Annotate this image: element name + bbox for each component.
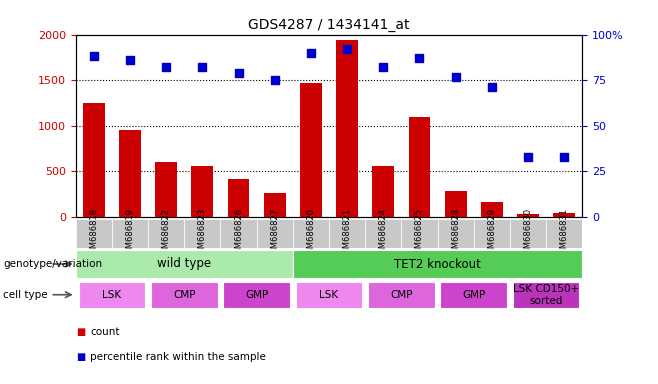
Text: ■: ■ — [76, 327, 85, 337]
Bar — [223, 282, 290, 308]
Bar — [372, 166, 394, 217]
Text: CMP: CMP — [390, 290, 413, 300]
Bar — [76, 219, 112, 248]
Text: GSM686820: GSM686820 — [307, 208, 315, 259]
Point — [161, 65, 171, 71]
Bar — [151, 282, 218, 308]
Point — [342, 46, 353, 52]
Text: GSM686828: GSM686828 — [451, 208, 460, 259]
Point — [233, 70, 243, 76]
Bar — [409, 117, 430, 217]
Text: GSM686818: GSM686818 — [89, 208, 98, 259]
Text: GSM686825: GSM686825 — [415, 208, 424, 259]
Text: GMP: GMP — [462, 290, 486, 300]
Bar — [445, 192, 467, 217]
Bar — [191, 166, 213, 217]
Point — [486, 84, 497, 91]
Bar — [119, 130, 141, 217]
Text: GSM686823: GSM686823 — [198, 208, 207, 259]
Bar — [228, 179, 249, 217]
Bar — [368, 282, 435, 308]
Bar — [83, 103, 105, 217]
Bar — [112, 219, 148, 248]
Bar — [510, 219, 546, 248]
Point — [124, 57, 136, 63]
Bar — [401, 219, 438, 248]
Point — [450, 73, 461, 79]
Bar — [184, 219, 220, 248]
Bar — [257, 219, 293, 248]
Bar — [78, 282, 145, 308]
Point — [270, 77, 280, 83]
Title: GDS4287 / 1434141_at: GDS4287 / 1434141_at — [248, 18, 410, 32]
Text: GSM686822: GSM686822 — [162, 208, 170, 259]
Text: cell type: cell type — [3, 290, 48, 300]
Bar — [148, 219, 184, 248]
Text: GMP: GMP — [245, 290, 268, 300]
Text: GSM686824: GSM686824 — [379, 208, 388, 259]
Bar — [300, 83, 322, 217]
Bar — [365, 219, 401, 248]
Text: LSK CD150+
sorted: LSK CD150+ sorted — [513, 284, 579, 306]
Bar — [438, 219, 474, 248]
Bar — [474, 219, 510, 248]
Text: ■: ■ — [76, 352, 85, 362]
Point — [197, 65, 207, 71]
Bar — [553, 214, 575, 217]
Bar — [481, 202, 503, 217]
Text: LSK: LSK — [319, 290, 339, 300]
Text: GSM686827: GSM686827 — [270, 208, 279, 259]
Bar — [264, 193, 286, 217]
Point — [305, 50, 316, 56]
Point — [88, 53, 99, 60]
Text: GSM686826: GSM686826 — [234, 208, 243, 259]
Bar — [329, 219, 365, 248]
Point — [378, 65, 388, 71]
Text: GSM686830: GSM686830 — [524, 208, 532, 259]
Text: percentile rank within the sample: percentile rank within the sample — [90, 352, 266, 362]
Bar — [220, 219, 257, 248]
Bar — [76, 250, 293, 278]
Bar — [336, 40, 358, 217]
Point — [522, 154, 533, 160]
Point — [559, 154, 570, 160]
Bar — [155, 162, 177, 217]
Bar — [293, 219, 329, 248]
Point — [415, 55, 425, 61]
Bar — [546, 219, 582, 248]
Bar — [293, 250, 582, 278]
Text: GSM686821: GSM686821 — [343, 208, 351, 259]
Text: GSM686829: GSM686829 — [488, 208, 496, 259]
Text: GSM686831: GSM686831 — [560, 208, 569, 259]
Text: genotype/variation: genotype/variation — [3, 259, 103, 269]
Bar — [440, 282, 507, 308]
Text: wild type: wild type — [157, 258, 211, 270]
Text: CMP: CMP — [173, 290, 195, 300]
Bar — [513, 282, 580, 308]
Bar — [517, 214, 539, 217]
Bar — [295, 282, 363, 308]
Text: LSK: LSK — [102, 290, 122, 300]
Text: GSM686819: GSM686819 — [126, 208, 134, 259]
Text: count: count — [90, 327, 120, 337]
Text: TET2 knockout: TET2 knockout — [394, 258, 481, 270]
